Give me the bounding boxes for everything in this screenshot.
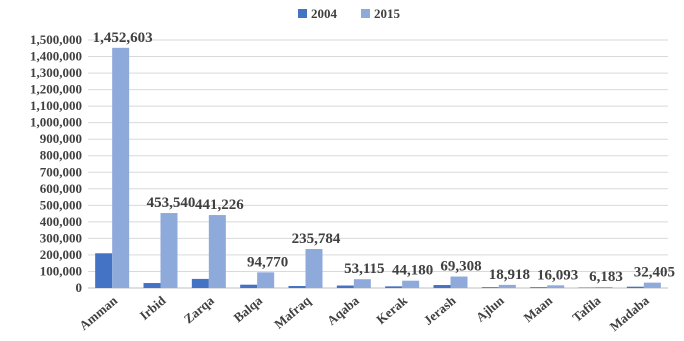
bar-2015 — [595, 286, 613, 288]
category-label: Kerak — [373, 292, 410, 327]
y-tick-label: 1,300,000 — [30, 65, 82, 80]
bar-2015 — [547, 285, 565, 288]
y-tick-label: 400,000 — [40, 214, 82, 229]
category-label: Madaba — [607, 292, 652, 334]
bar-2004 — [288, 286, 306, 288]
y-tick-label: 100,000 — [40, 263, 82, 278]
bar-2004 — [481, 287, 499, 288]
data-label: 69,308 — [440, 259, 481, 275]
bar-2004 — [626, 286, 644, 288]
y-tick-label: 500,000 — [40, 197, 82, 212]
bar-2015 — [305, 249, 323, 288]
data-label: 44,180 — [392, 263, 433, 279]
bar-2004 — [530, 287, 548, 288]
y-tick-label: 800,000 — [40, 148, 82, 163]
bar-2004 — [240, 284, 258, 288]
bar-2015 — [353, 279, 371, 288]
y-tick-label: 1,500,000 — [30, 32, 82, 47]
bar-2015 — [643, 282, 661, 288]
bar-2015 — [208, 215, 226, 288]
bar-2015 — [402, 280, 420, 288]
category-label: Irbid — [137, 292, 169, 323]
bar-2015 — [450, 276, 468, 288]
y-tick-label: 1,100,000 — [30, 98, 82, 113]
bar-2004 — [433, 285, 451, 288]
data-label: 18,918 — [489, 267, 530, 283]
data-label: 16,093 — [537, 267, 578, 283]
bar-2004 — [336, 285, 354, 288]
data-label: 53,115 — [344, 261, 384, 277]
y-tick-label: 1,200,000 — [30, 82, 82, 97]
category-label: Balqa — [231, 292, 266, 325]
bar-2015 — [112, 47, 130, 288]
bar-2004 — [95, 253, 113, 288]
y-tick-label: 600,000 — [40, 181, 82, 196]
category-label: Mafraq — [271, 292, 314, 331]
legend-label: 2015 — [374, 6, 401, 21]
data-label: 235,784 — [292, 231, 341, 247]
legend-swatch — [298, 9, 307, 18]
y-tick-label: 0 — [76, 280, 83, 295]
category-label: Tafila — [569, 292, 604, 324]
data-label: 32,405 — [634, 265, 675, 281]
y-tick-label: 300,000 — [40, 230, 82, 245]
data-label: 441,226 — [195, 197, 244, 213]
category-label: Ajlun — [473, 292, 508, 324]
category-label: Zarqa — [181, 292, 217, 326]
bar-2004 — [191, 278, 209, 288]
data-label: 6,183 — [589, 269, 623, 285]
y-tick-label: 700,000 — [40, 164, 82, 179]
category-label: Amman — [76, 292, 121, 333]
y-tick-label: 900,000 — [40, 131, 82, 146]
y-tick-label: 1,400,000 — [30, 49, 82, 64]
category-label: Maan — [521, 292, 556, 325]
y-tick-label: 1,000,000 — [30, 115, 82, 130]
category-label: Jerash — [421, 292, 459, 328]
bar-2015 — [160, 213, 178, 288]
bar-2015 — [257, 272, 275, 288]
data-label: 1,452,603 — [93, 30, 153, 46]
bar-2015 — [498, 284, 516, 288]
legend-swatch — [361, 9, 370, 18]
bar-2004 — [143, 283, 161, 288]
bar-2004 — [385, 286, 403, 288]
legend-label: 2004 — [311, 6, 338, 21]
data-label: 94,770 — [247, 254, 288, 270]
y-tick-label: 200,000 — [40, 247, 82, 262]
data-label: 453,540 — [147, 195, 196, 211]
category-label: Aqaba — [324, 292, 362, 327]
